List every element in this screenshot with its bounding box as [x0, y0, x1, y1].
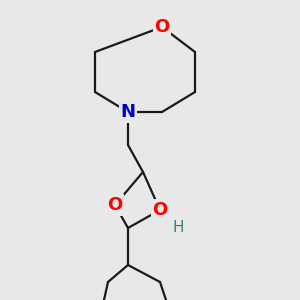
Text: O: O: [154, 18, 169, 36]
Text: O: O: [152, 201, 168, 219]
Text: O: O: [107, 196, 123, 214]
Text: H: H: [172, 220, 184, 236]
Text: N: N: [121, 103, 136, 121]
